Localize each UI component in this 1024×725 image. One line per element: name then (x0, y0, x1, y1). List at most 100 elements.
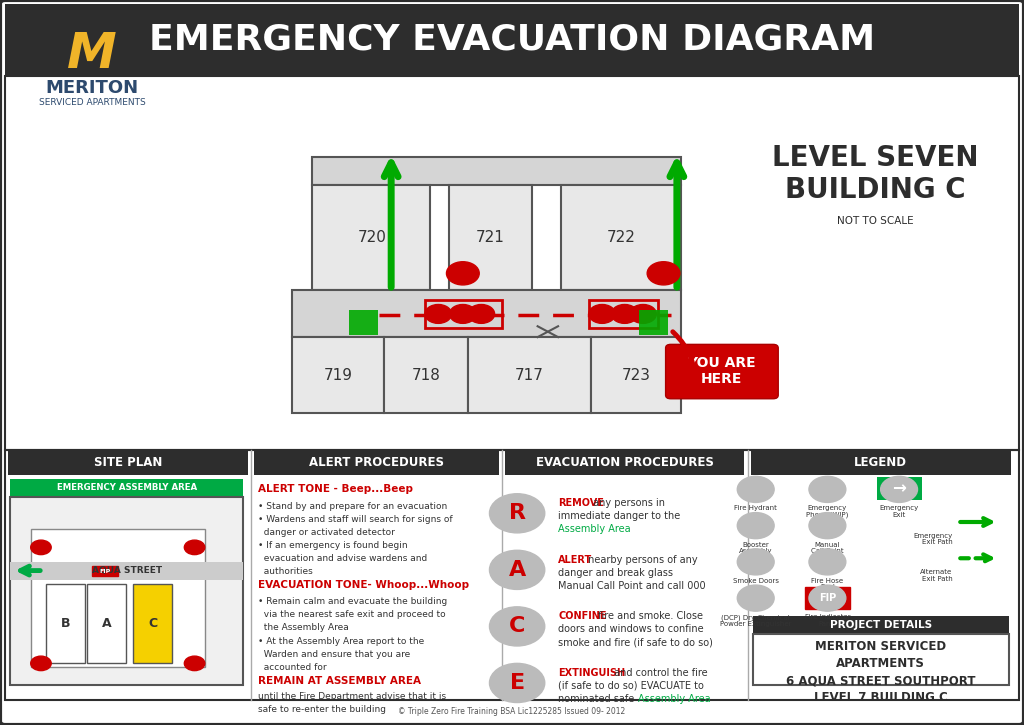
Text: EVACUATION PROCEDURES: EVACUATION PROCEDURES (536, 456, 714, 469)
Text: danger or activated detector: danger or activated detector (258, 528, 395, 536)
Bar (753, 634, 1009, 685)
Circle shape (737, 513, 774, 539)
Text: EMERGENCY ASSEMBLY AREA: EMERGENCY ASSEMBLY AREA (57, 484, 197, 492)
Text: (if safe to do so) EVACUATE to: (if safe to do so) EVACUATE to (558, 681, 703, 691)
Text: Fire Indicator
Panel: Fire Indicator Panel (805, 614, 850, 626)
Bar (384, 337, 468, 413)
Text: 721: 721 (476, 231, 505, 245)
Text: 723: 723 (622, 368, 650, 383)
Bar (468, 337, 591, 413)
Text: • At the Assembly Area report to the: • At the Assembly Area report to the (258, 637, 424, 645)
Text: NOT TO SCALE: NOT TO SCALE (838, 216, 913, 226)
Bar (46, 584, 85, 663)
Bar (753, 616, 1009, 634)
Circle shape (630, 304, 656, 323)
Text: YOU ARE
HERE: YOU ARE HERE (687, 356, 757, 386)
Text: the Assembly Area: the Assembly Area (258, 624, 349, 632)
Circle shape (737, 549, 774, 575)
Text: authorities: authorities (258, 567, 312, 576)
Circle shape (809, 585, 846, 611)
Text: Booster
Assembly: Booster Assembly (739, 542, 772, 554)
Circle shape (809, 549, 846, 575)
Text: LEVEL SEVEN
BUILDING C: LEVEL SEVEN BUILDING C (772, 144, 979, 204)
Bar (5, 76, 1019, 450)
Bar (877, 477, 922, 500)
Text: Warden and ensure that you are: Warden and ensure that you are (258, 650, 411, 658)
Circle shape (489, 550, 545, 589)
Bar (292, 290, 681, 337)
Circle shape (184, 540, 205, 555)
Text: R: R (509, 503, 525, 523)
Text: MERITON: MERITON (46, 80, 138, 97)
Circle shape (589, 304, 615, 323)
Text: • If an emergency is found begin: • If an emergency is found begin (258, 541, 408, 550)
Text: danger and break glass: danger and break glass (558, 568, 673, 578)
Text: Assembly Area: Assembly Area (558, 524, 631, 534)
Text: and control the fire: and control the fire (611, 668, 708, 678)
Bar (425, 300, 502, 328)
Text: A: A (101, 617, 112, 630)
Text: C: C (509, 616, 525, 637)
Text: CONFINE: CONFINE (558, 611, 606, 621)
Text: AQUA STREET: AQUA STREET (92, 566, 162, 575)
Bar (92, 566, 118, 576)
Text: SERVICED APARTMENTS: SERVICED APARTMENTS (39, 99, 145, 107)
Text: 717: 717 (515, 368, 544, 383)
Bar (805, 587, 850, 609)
Text: B: B (60, 617, 71, 630)
Circle shape (489, 607, 545, 646)
Text: Smoke Doors: Smoke Doors (733, 578, 778, 584)
Text: immediate danger to the: immediate danger to the (558, 511, 680, 521)
Bar (8, 451, 248, 475)
Circle shape (425, 304, 452, 323)
Bar (10, 562, 243, 580)
Bar (133, 584, 172, 663)
Bar (561, 185, 681, 290)
Circle shape (881, 476, 918, 502)
Text: Assembly Area: Assembly Area (638, 694, 711, 704)
Text: A: A (509, 560, 525, 580)
Circle shape (737, 476, 774, 502)
Circle shape (809, 476, 846, 502)
Text: 722: 722 (607, 231, 636, 245)
Text: FIP: FIP (819, 593, 836, 603)
Text: • Wardens and staff will search for signs of: • Wardens and staff will search for sign… (258, 515, 453, 523)
Bar (449, 185, 532, 290)
Bar (639, 310, 668, 335)
Circle shape (31, 540, 51, 555)
Text: Emergency
Exit Path: Emergency Exit Path (913, 533, 952, 545)
Text: Fire Hose
Reel: Fire Hose Reel (811, 578, 844, 590)
Circle shape (446, 262, 479, 285)
Text: SITE PLAN: SITE PLAN (94, 456, 162, 469)
Text: Emergency
Phone (WIP): Emergency Phone (WIP) (806, 505, 849, 518)
Bar (292, 337, 384, 413)
Text: M: M (68, 30, 117, 78)
Text: smoke and fire (if safe to do so): smoke and fire (if safe to do so) (558, 637, 713, 647)
Text: PROJECT DETAILS: PROJECT DETAILS (829, 621, 932, 630)
Bar (5, 450, 1019, 700)
Bar (751, 451, 1011, 475)
Text: FIP: FIP (99, 569, 111, 573)
Text: nearby persons of any: nearby persons of any (585, 555, 697, 565)
Text: safe to re-enter the building: safe to re-enter the building (258, 705, 386, 713)
Bar (10, 479, 243, 497)
Text: (DCP) Dry Chemical
Powder Extinguisher: (DCP) Dry Chemical Powder Extinguisher (720, 614, 792, 627)
Text: • Stand by and prepare for an evacuation: • Stand by and prepare for an evacuation (258, 502, 447, 510)
Text: doors and windows to confine: doors and windows to confine (558, 624, 703, 634)
Circle shape (31, 656, 51, 671)
FancyBboxPatch shape (666, 344, 778, 399)
Text: REMOVE: REMOVE (558, 498, 604, 508)
Bar (349, 310, 378, 335)
Bar (312, 185, 430, 290)
Bar (254, 451, 499, 475)
Text: ALERT: ALERT (558, 555, 592, 565)
Text: ALERT TONE - Beep...Beep: ALERT TONE - Beep...Beep (258, 484, 413, 494)
Text: • Remain calm and evacuate the building: • Remain calm and evacuate the building (258, 597, 447, 606)
Bar (312, 157, 681, 185)
Text: Emergency
Exit: Emergency Exit (880, 505, 919, 518)
Bar (10, 497, 243, 685)
Text: C: C (148, 617, 157, 630)
Text: 718: 718 (412, 368, 440, 383)
Circle shape (737, 585, 774, 611)
Circle shape (450, 304, 476, 323)
